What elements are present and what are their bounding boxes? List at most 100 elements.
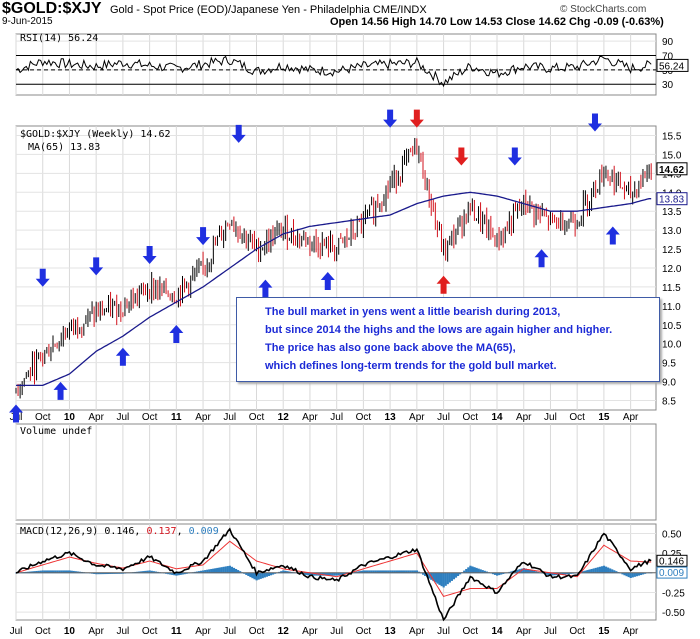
macd-histogram-bar — [407, 570, 410, 574]
x-tick-label: Oct — [35, 412, 51, 423]
macd-histogram-bar — [306, 572, 310, 576]
price-tick-label: 8.5 — [662, 397, 676, 408]
macd-histogram-bar — [520, 568, 523, 574]
rsi-label: RSI(14) 56.24 — [20, 33, 99, 44]
macd-histogram-bar — [475, 567, 478, 574]
macd-histogram-bar — [563, 572, 567, 575]
price-tick-label: 13.5 — [662, 207, 682, 218]
macd-histogram-bar — [491, 572, 495, 575]
macd-histogram-bar — [146, 570, 149, 574]
volume-label: Volume undef — [20, 426, 93, 437]
macd-histogram-bar — [588, 569, 591, 574]
x-tick-label: Jul — [544, 626, 557, 637]
macd-histogram-bar — [255, 572, 258, 581]
macd-signal-value: 0.137 — [146, 526, 177, 537]
macd-histogram-bar — [446, 572, 449, 585]
x-tick-label: 11 — [171, 412, 182, 423]
macd-histogram-bar — [311, 572, 314, 576]
annotation-line: The price has also gone back above the M… — [265, 342, 516, 354]
macd-histogram-bar — [339, 572, 342, 575]
macd-histogram-bar — [567, 572, 571, 575]
macd-histogram-bar — [181, 572, 184, 575]
macd-histogram-bar — [473, 567, 476, 574]
macd-histogram-bar — [413, 570, 416, 574]
ma-current-box — [656, 192, 688, 206]
macd-histogram-bar — [533, 570, 536, 574]
macd-line — [15, 527, 652, 622]
macd-label: MACD(12,26,9) 0.146, 0.137, 0.009 — [20, 526, 219, 537]
macd-histogram-bar — [516, 569, 519, 574]
macd-hist-value: 0.009 — [188, 526, 219, 537]
macd-histogram-bar — [33, 571, 36, 574]
panel-macd — [15, 523, 657, 621]
x-tick-label: Jul — [437, 412, 450, 423]
hist-current-value: 0.009 — [659, 568, 684, 579]
x-tick-label: Oct — [142, 412, 158, 423]
macd-histogram-bar — [530, 570, 534, 574]
macd-histogram-bar — [528, 569, 532, 574]
macd-histogram-bar — [228, 565, 231, 574]
x-tick-label: Jul — [116, 412, 129, 423]
macd-histogram-bar — [364, 570, 367, 574]
macd-histogram-bar — [117, 572, 120, 574]
macd-histogram-bar — [405, 570, 408, 574]
macd-histogram-bar — [551, 572, 554, 576]
macd-histogram-bar — [220, 567, 223, 574]
price-tick-label: 11.5 — [662, 283, 681, 294]
annotation-line: but since 2014 the highs and the lows ar… — [265, 324, 613, 336]
macd-histogram-bar — [329, 572, 332, 576]
macd-histogram-bar — [308, 572, 312, 576]
macd-histogram-bar — [282, 570, 285, 574]
macd-histogram-bar — [399, 570, 402, 574]
rsi-tick-label: 30 — [662, 80, 674, 91]
x-tick-label: Jul — [544, 412, 557, 423]
macd-histogram-bar — [514, 570, 517, 574]
macd-histogram-bar — [39, 570, 42, 574]
macd-histogram-bar — [372, 570, 375, 574]
macd-histogram-bar — [362, 570, 365, 574]
macd-histogram-bar — [337, 572, 340, 576]
macd-histogram-bar — [109, 572, 112, 574]
macd-histogram-bar — [230, 566, 234, 574]
macd-histogram-bar — [409, 570, 412, 574]
x-tick-label: 14 — [491, 412, 503, 423]
x-tick-label: 12 — [278, 626, 290, 637]
rsi-current-value: 56.24 — [659, 61, 684, 72]
chart-date: 9-Jun-2015 — [2, 16, 53, 27]
macd-histogram-bar — [393, 570, 396, 574]
macd-histogram-bar — [257, 572, 260, 580]
x-tick-label: 14 — [491, 626, 503, 637]
macd-histogram-bar — [70, 570, 73, 574]
macd-histogram-bar — [99, 572, 102, 575]
price-tick-label: 15.0 — [662, 150, 682, 161]
macd-histogram-bar — [598, 566, 601, 574]
down-arrow-icon — [383, 109, 398, 128]
macd-histogram-bar — [368, 570, 371, 574]
macd-histogram-bar — [68, 570, 71, 574]
up-arrow-icon — [320, 272, 335, 290]
macd-histogram-bar — [331, 572, 334, 576]
macd-histogram-bar — [559, 572, 562, 575]
macd-histogram-bar — [214, 568, 217, 574]
x-tick-label: Jul — [437, 626, 450, 637]
macd-histogram-bar — [103, 572, 106, 575]
macd-histogram-bar — [471, 566, 474, 574]
macd-histogram-bar — [463, 570, 466, 574]
x-tick-label: Apr — [623, 626, 639, 637]
macd-histogram-bar — [444, 572, 447, 586]
macd-tick-label: -0.25 — [662, 588, 685, 599]
macd-histogram-bar — [261, 572, 264, 579]
macd-histogram-bar — [403, 570, 406, 574]
annotation-line: The bull market in yens went a little be… — [265, 306, 561, 318]
x-tick-label: Apr — [195, 626, 211, 637]
brand-label[interactable]: © StockCharts.com — [560, 4, 647, 15]
macd-histogram-bar — [226, 566, 229, 574]
ma65-line — [16, 191, 652, 387]
macd-label-prefix: MACD(12,26,9) — [20, 526, 99, 537]
x-tick-label: 10 — [64, 412, 76, 423]
macd-histogram-bar — [547, 572, 550, 576]
macd-histogram-bar — [623, 572, 626, 576]
macd-histogram-bar — [202, 570, 205, 574]
x-tick-label: 11 — [171, 626, 182, 637]
x-tick-label: Oct — [569, 626, 585, 637]
